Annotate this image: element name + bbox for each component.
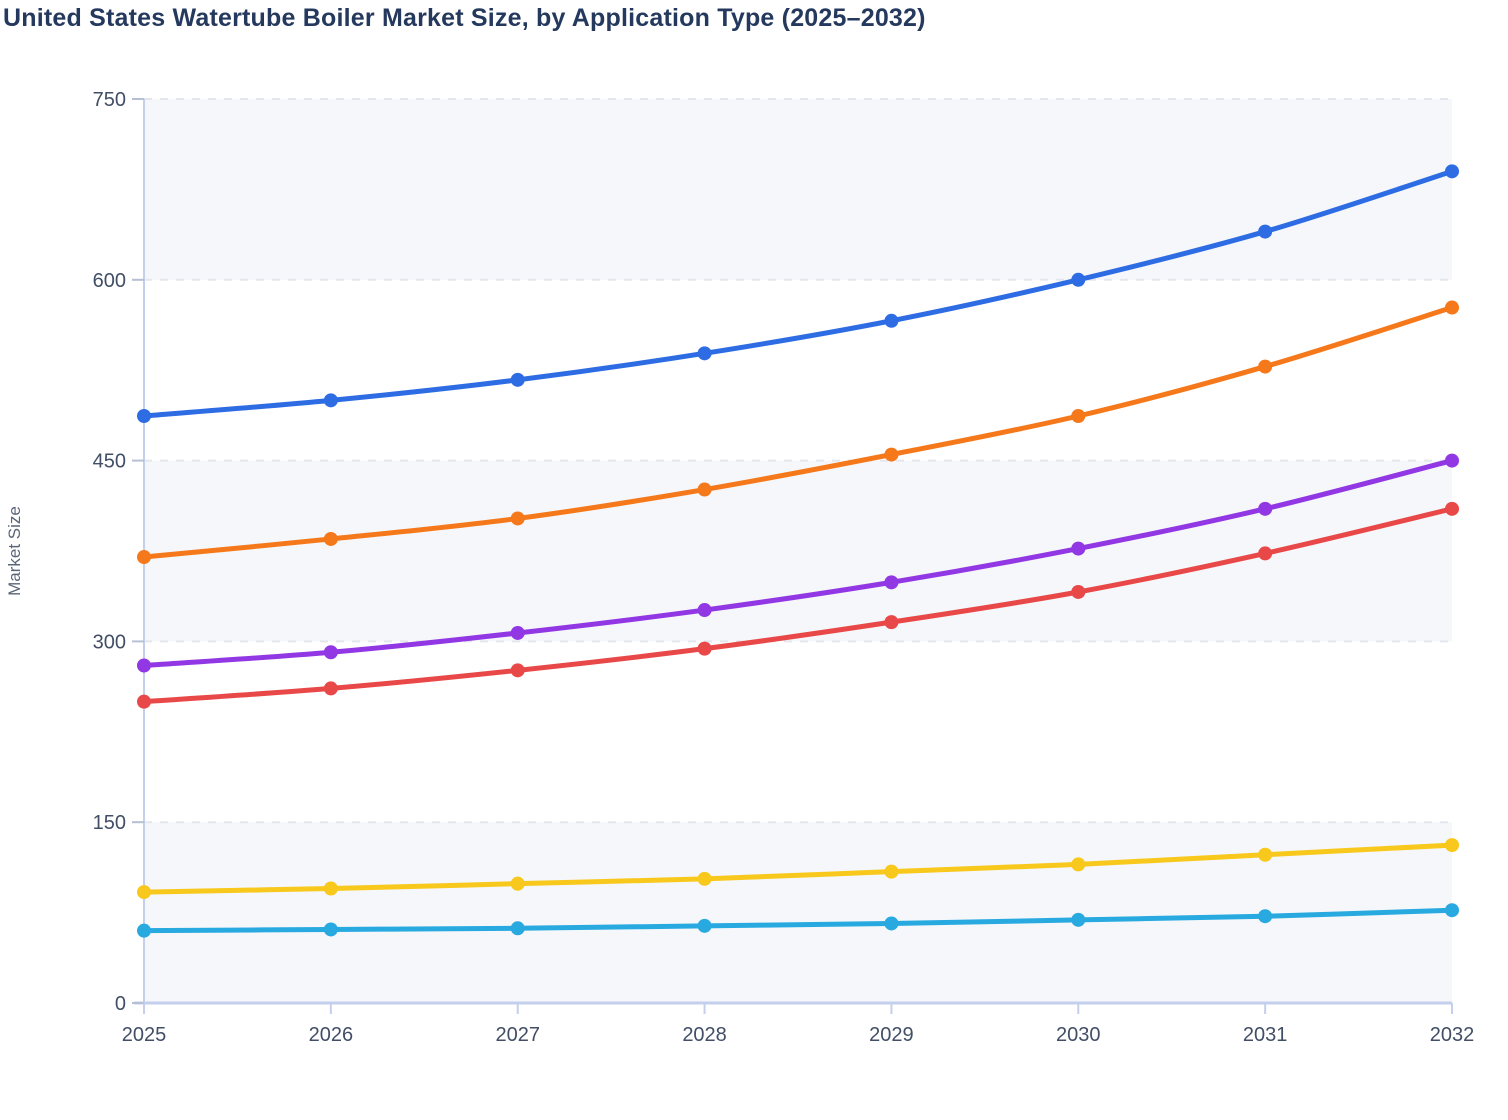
series-blue-point-2027[interactable] bbox=[510, 372, 525, 387]
series-yellow-line bbox=[141, 842, 1455, 895]
series-cyan-point-2028[interactable] bbox=[697, 918, 712, 933]
series-orange-point-2032[interactable] bbox=[1445, 300, 1459, 315]
plot-band bbox=[144, 99, 1452, 280]
series-purple-point-2031[interactable] bbox=[1258, 501, 1273, 516]
series-purple-point-2030[interactable] bbox=[1071, 541, 1086, 556]
series-yellow-point-2031[interactable] bbox=[1258, 847, 1273, 862]
series-red-line bbox=[141, 506, 1455, 705]
y-axis-title: Market Size bbox=[5, 506, 24, 596]
series-cyan-point-2025[interactable] bbox=[137, 923, 151, 938]
series-blue-point-2029[interactable] bbox=[884, 313, 899, 328]
y-tick-label: 750 bbox=[93, 89, 126, 111]
series-yellow-point-2027[interactable] bbox=[510, 876, 525, 891]
series-purple-point-2025[interactable] bbox=[137, 658, 151, 673]
series-orange-point-2026[interactable] bbox=[323, 531, 338, 546]
chart-title: United States Watertube Boiler Market Si… bbox=[3, 4, 926, 32]
series-orange-point-2030[interactable] bbox=[1071, 409, 1086, 424]
y-tick-label: 300 bbox=[93, 631, 126, 653]
series-cyan-point-2026[interactable] bbox=[323, 922, 338, 937]
series-yellow-point-2032[interactable] bbox=[1445, 838, 1459, 853]
series-purple-point-2029[interactable] bbox=[884, 575, 899, 590]
series-orange-point-2031[interactable] bbox=[1258, 359, 1273, 374]
series-red-point-2030[interactable] bbox=[1071, 584, 1086, 599]
series-red-point-2029[interactable] bbox=[884, 615, 899, 630]
series-blue-point-2032[interactable] bbox=[1445, 164, 1459, 179]
y-tick-label: 0 bbox=[115, 993, 126, 1015]
x-tick-label: 2030 bbox=[1056, 1024, 1101, 1046]
plot-band bbox=[144, 460, 1452, 642]
series-red-point-2026[interactable] bbox=[323, 681, 338, 696]
plot-band bbox=[144, 822, 1452, 1003]
series-red-point-2032[interactable] bbox=[1445, 501, 1459, 516]
series-blue-point-2026[interactable] bbox=[323, 393, 338, 408]
series-purple-point-2032[interactable] bbox=[1445, 453, 1459, 468]
series-cyan-point-2027[interactable] bbox=[510, 921, 525, 936]
x-tick-label: 2031 bbox=[1243, 1024, 1288, 1046]
series-blue-point-2031[interactable] bbox=[1258, 224, 1273, 239]
series-blue-point-2025[interactable] bbox=[137, 409, 151, 424]
series-red-point-2028[interactable] bbox=[697, 641, 712, 656]
series-yellow-point-2030[interactable] bbox=[1071, 857, 1086, 872]
series-blue-point-2030[interactable] bbox=[1071, 272, 1086, 287]
series-cyan-point-2029[interactable] bbox=[884, 916, 899, 931]
y-tick-label: 600 bbox=[93, 270, 126, 292]
series-blue-point-2028[interactable] bbox=[697, 346, 712, 361]
series-red-point-2031[interactable] bbox=[1258, 546, 1273, 561]
series-orange-point-2027[interactable] bbox=[510, 511, 525, 526]
series-cyan-point-2031[interactable] bbox=[1258, 909, 1273, 924]
series-purple-line bbox=[141, 458, 1455, 669]
y-tick-label: 150 bbox=[93, 812, 126, 834]
x-tick-label: 2028 bbox=[682, 1024, 727, 1046]
series-cyan-line bbox=[141, 907, 1455, 934]
series-red-point-2027[interactable] bbox=[510, 663, 525, 678]
series-orange-point-2028[interactable] bbox=[697, 482, 712, 497]
series-yellow-point-2028[interactable] bbox=[697, 871, 712, 886]
series-yellow-point-2025[interactable] bbox=[137, 885, 151, 900]
series-orange-line bbox=[141, 305, 1455, 560]
x-tick-label: 2025 bbox=[122, 1024, 167, 1046]
y-tick-label: 450 bbox=[93, 451, 126, 473]
series-purple-point-2028[interactable] bbox=[697, 603, 712, 618]
series-orange-point-2025[interactable] bbox=[137, 550, 151, 565]
series-cyan-point-2030[interactable] bbox=[1071, 912, 1086, 927]
series-purple-point-2027[interactable] bbox=[510, 625, 525, 640]
series-yellow-point-2026[interactable] bbox=[323, 881, 338, 896]
series-purple-point-2026[interactable] bbox=[323, 645, 338, 660]
series-cyan-point-2032[interactable] bbox=[1445, 903, 1459, 918]
x-tick-label: 2026 bbox=[309, 1024, 354, 1046]
x-tick-label: 2029 bbox=[869, 1024, 914, 1046]
series-orange-point-2029[interactable] bbox=[884, 447, 899, 462]
series-red-point-2025[interactable] bbox=[137, 694, 151, 709]
x-tick-label: 2027 bbox=[495, 1024, 540, 1046]
series-yellow-point-2029[interactable] bbox=[884, 864, 899, 879]
series-blue-line bbox=[141, 168, 1455, 419]
x-tick-label: 2032 bbox=[1430, 1024, 1475, 1046]
